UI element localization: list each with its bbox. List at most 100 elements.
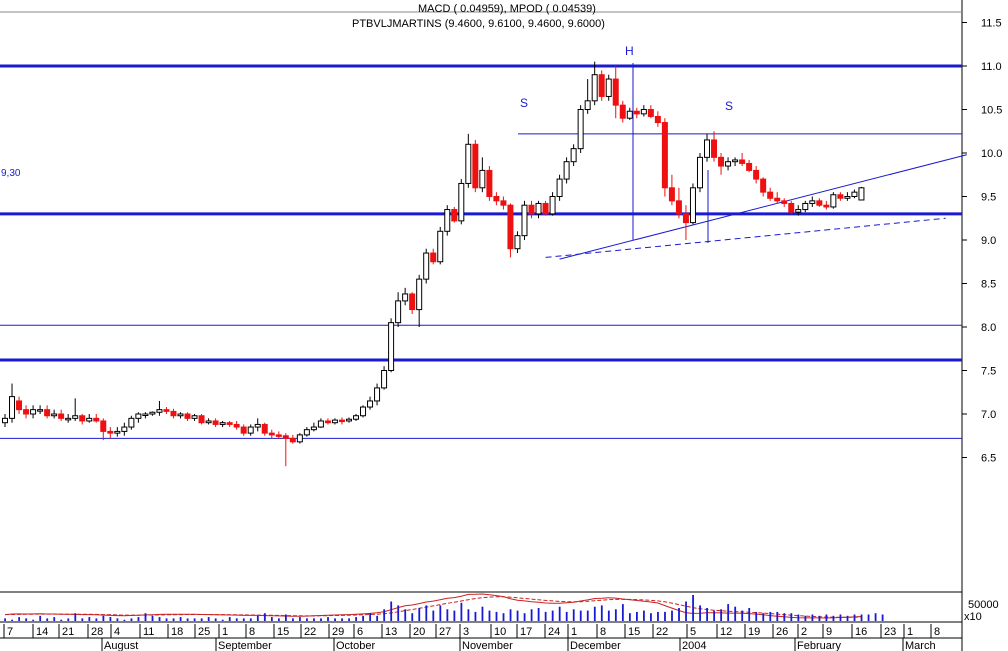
volume-bar [636, 611, 638, 621]
x-day-label: 6 [357, 626, 363, 638]
candle-body [296, 434, 303, 443]
y-tick-label: 9.0 [981, 235, 996, 247]
volume-bar [53, 617, 56, 621]
volume-bar [523, 613, 526, 621]
volume-bar [25, 618, 28, 621]
x-day-label: 22 [304, 626, 316, 638]
macd-lines [4, 593, 862, 619]
y-tick-label: 6.5 [981, 453, 996, 465]
candle-body [9, 396, 16, 419]
candle-body [591, 74, 598, 102]
candle-body [367, 400, 374, 408]
volume-bar [720, 609, 723, 621]
candle-body [275, 434, 282, 437]
candle-body [338, 419, 345, 423]
volume-bar [144, 613, 147, 621]
volume-bar [242, 618, 245, 621]
volume-bar [46, 618, 49, 621]
volume-bar [495, 611, 498, 621]
volume-bar [509, 609, 512, 621]
volume-bar [881, 614, 884, 621]
x-day-label: 1 [571, 626, 577, 638]
volume-bar [699, 605, 701, 621]
candle-body [395, 300, 402, 324]
x-month-label: October [336, 640, 375, 651]
candle-body [212, 420, 219, 425]
volume-bar [292, 618, 294, 621]
candle-body [451, 209, 458, 222]
volume-bar [488, 610, 491, 621]
candle-body [423, 252, 430, 280]
candle-body [114, 430, 121, 434]
volume-bar [418, 608, 421, 621]
volume-bar [453, 610, 456, 621]
volume-bar [446, 609, 449, 621]
volume-bar [832, 615, 835, 621]
candlesticks [2, 61, 865, 467]
candle-body [437, 230, 444, 263]
candle-body [37, 409, 44, 412]
candle-body [360, 406, 367, 417]
chart-title: PTBVLJMARTINS (9.4600, 9.6100, 9.4600, 9… [352, 18, 605, 30]
x-day-label: 5 [690, 626, 696, 638]
candle-body [331, 419, 338, 424]
x-day-label: 16 [855, 626, 867, 638]
trendlines [545, 154, 967, 260]
volume-bar [341, 618, 343, 621]
volume-axis-label: 50000 [968, 599, 999, 611]
candle-body [317, 420, 324, 428]
volume-bar [621, 604, 624, 621]
candle-body [816, 200, 823, 206]
candle-body [746, 162, 753, 171]
candle-body [247, 426, 254, 434]
x-day-label: 11 [143, 626, 154, 638]
candle-body [486, 169, 493, 197]
candle-body [261, 423, 268, 434]
volume-bar [867, 614, 870, 621]
candle-body [795, 209, 802, 213]
candle-body [303, 429, 310, 436]
volume-bar [467, 609, 470, 621]
x-month-label: September [218, 640, 272, 651]
volume-bar [481, 606, 484, 621]
volume-bar [109, 617, 112, 621]
volume-bar [460, 602, 463, 621]
volume-bar [727, 604, 730, 621]
candle-body [2, 417, 8, 424]
volume-multiplier-label: x10 [964, 611, 982, 623]
candle-body [689, 187, 696, 224]
candle-body [851, 191, 858, 197]
volume-bar [818, 615, 821, 621]
macd-line [4, 593, 862, 619]
candle-body [198, 415, 205, 424]
candle-body [416, 278, 423, 311]
candle-body [844, 196, 851, 199]
right-shoulder-label: S [725, 99, 733, 113]
candle-body [732, 159, 739, 163]
candle-body [654, 115, 661, 124]
candle-body [121, 426, 128, 432]
volume-bar [123, 619, 126, 621]
x-day-label: 9 [826, 626, 832, 638]
volume-bar [600, 605, 603, 621]
volume-bar [537, 608, 540, 621]
volume-bar [579, 610, 582, 621]
volume-bar [432, 610, 435, 621]
volume-bar [776, 611, 779, 621]
volume-bar [643, 610, 645, 621]
candle-body [44, 409, 51, 417]
volume-bar [334, 618, 336, 621]
x-day-label: 13 [385, 626, 397, 638]
candle-body [170, 410, 177, 417]
volume-bar [313, 618, 315, 621]
candle-body [30, 409, 37, 415]
x-day-label: 10 [494, 626, 506, 638]
volume-bar [390, 601, 393, 621]
volume-bar [285, 614, 287, 621]
volume-bar [685, 601, 687, 621]
candle-body [809, 200, 816, 204]
candle-body [23, 409, 30, 415]
macd-header: MACD ( 0.04959), MPOD ( 0.04539) [418, 3, 596, 15]
candle-body [640, 109, 647, 115]
volume-bar [783, 613, 786, 621]
